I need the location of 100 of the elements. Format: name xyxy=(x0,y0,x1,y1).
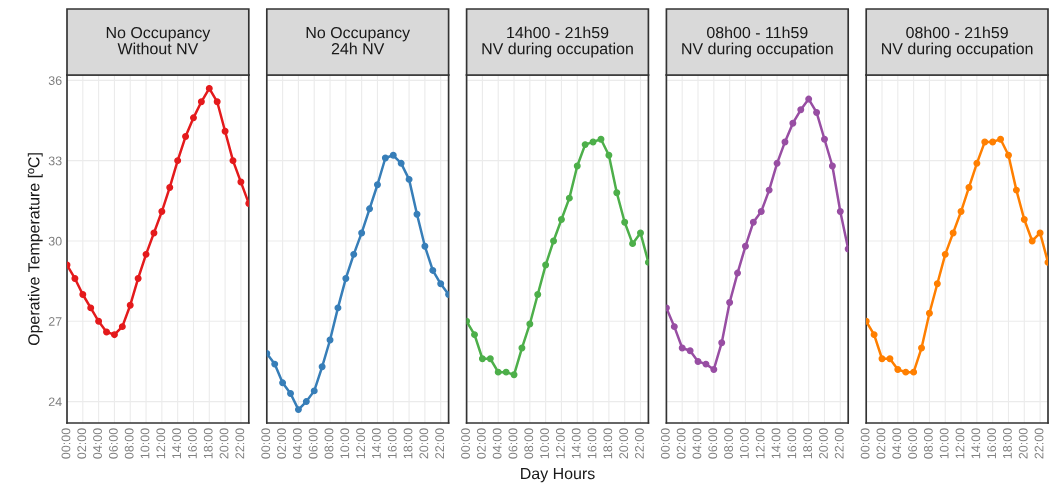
point xyxy=(686,347,694,355)
x-tick-label: 02:00 xyxy=(676,428,686,459)
point xyxy=(71,274,79,282)
point xyxy=(174,157,182,165)
x-tick-label: 20:00 xyxy=(1018,428,1028,459)
point xyxy=(518,344,526,352)
point xyxy=(229,157,237,165)
point xyxy=(213,98,221,106)
x-tick-label: 12:00 xyxy=(156,428,166,459)
point xyxy=(110,331,118,339)
point xyxy=(918,344,926,352)
x-tick-label: 16:00 xyxy=(787,428,797,459)
point xyxy=(1036,229,1044,237)
point xyxy=(150,229,158,237)
point xyxy=(933,280,941,288)
point xyxy=(486,355,494,363)
point xyxy=(813,109,821,116)
x-tick-label: 00:00 xyxy=(261,428,271,459)
x-tick-label: 06:00 xyxy=(108,428,118,459)
chart-title: No Occupancy Without NV xyxy=(106,26,211,55)
point xyxy=(781,138,789,146)
x-tick-label: 02:00 xyxy=(476,428,486,459)
point xyxy=(589,138,597,146)
y-tick-label: 30 xyxy=(48,236,62,246)
x-tick-label: 04:00 xyxy=(692,428,702,459)
x-tick-label: 16:00 xyxy=(387,428,397,459)
x-tick-label: 18:00 xyxy=(603,428,613,459)
x-tick-label: 14:00 xyxy=(971,428,981,459)
point xyxy=(797,106,805,114)
point xyxy=(366,205,374,213)
x-tick-label: 20:00 xyxy=(419,428,429,459)
x-tick-label: 06:00 xyxy=(308,428,318,459)
x-tick-label: 08:00 xyxy=(524,428,534,459)
y-tick-label: 27 xyxy=(48,317,62,326)
point xyxy=(613,189,621,197)
chart-title: 08h00 - 21h59 NV during occupation xyxy=(882,26,1033,58)
x-tick-label: 18:00 xyxy=(1002,428,1012,459)
point xyxy=(103,328,110,336)
point xyxy=(182,133,190,141)
x-tick-label: 18:00 xyxy=(203,428,213,459)
point xyxy=(550,237,558,245)
point xyxy=(718,339,726,347)
point xyxy=(1012,186,1020,194)
point xyxy=(189,114,197,122)
point xyxy=(526,320,534,328)
point xyxy=(757,208,765,215)
point xyxy=(389,151,397,159)
point xyxy=(828,162,836,170)
point xyxy=(973,159,981,167)
point xyxy=(957,208,965,215)
x-tick-label: 14:00 xyxy=(571,428,581,459)
point xyxy=(981,138,989,146)
x-tick-label: 10:00 xyxy=(340,428,350,459)
point xyxy=(965,183,973,191)
point xyxy=(134,274,142,282)
point xyxy=(694,357,702,365)
point xyxy=(87,304,95,312)
point xyxy=(1020,216,1028,224)
point xyxy=(510,371,518,379)
point xyxy=(597,135,605,143)
point xyxy=(350,250,358,258)
point xyxy=(989,138,997,146)
x-tick-label: 08:00 xyxy=(923,428,933,459)
x-tick-label: 08:00 xyxy=(324,428,334,459)
point xyxy=(629,240,637,248)
point xyxy=(741,242,749,250)
point xyxy=(471,331,478,339)
point xyxy=(621,218,629,226)
x-tick-label: 02:00 xyxy=(876,428,886,459)
point xyxy=(1005,151,1012,159)
point xyxy=(749,218,757,226)
point xyxy=(734,269,742,277)
point xyxy=(95,317,103,325)
x-tick-label: 12:00 xyxy=(356,428,366,459)
x-tick-label: 10:00 xyxy=(939,428,949,459)
point xyxy=(605,151,613,159)
point xyxy=(237,178,245,186)
point xyxy=(342,274,350,282)
x-tick-label: 04:00 xyxy=(492,428,502,459)
x-tick-label: 16:00 xyxy=(187,428,197,459)
point xyxy=(870,331,878,339)
point xyxy=(773,159,781,167)
x-tick-label: 12:00 xyxy=(755,428,765,459)
x-tick-label: 22:00 xyxy=(635,428,644,459)
x-tick-label: 06:00 xyxy=(908,428,917,459)
point xyxy=(949,229,957,237)
point xyxy=(710,365,718,373)
x-tick-label: 20:00 xyxy=(619,428,629,459)
point xyxy=(381,154,389,162)
point xyxy=(805,95,813,103)
x-tick-label: 22:00 xyxy=(235,428,245,459)
point xyxy=(142,250,150,258)
x-tick-label: 18:00 xyxy=(403,428,413,459)
x-tick-label: 12:00 xyxy=(555,428,565,459)
point xyxy=(821,135,828,143)
point xyxy=(534,291,542,298)
point xyxy=(421,242,429,250)
point xyxy=(405,175,413,183)
point xyxy=(910,368,918,376)
x-tick-label: 00:00 xyxy=(660,428,670,459)
